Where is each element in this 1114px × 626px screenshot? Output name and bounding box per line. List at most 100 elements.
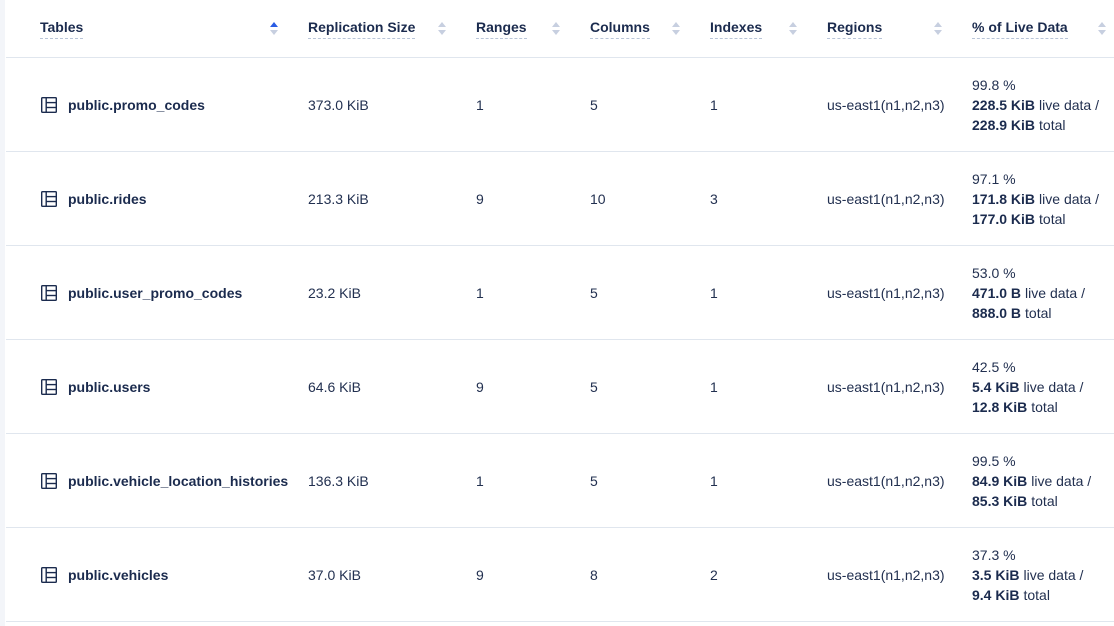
table-row[interactable]: public.users 64.6 KiB 9 5 1 us-east1(n1,… xyxy=(6,339,1114,434)
column-header-label: Replication Size xyxy=(308,19,416,39)
sort-icons xyxy=(438,22,446,35)
regions-cell: us-east1(n1,n2,n3) xyxy=(827,527,972,622)
sort-desc-icon xyxy=(1098,30,1106,35)
sort-asc-icon xyxy=(552,22,560,27)
indexes-cell: 1 xyxy=(710,339,827,434)
sort-icons xyxy=(934,22,942,35)
sort-icons xyxy=(1098,22,1106,35)
ranges-cell: 1 xyxy=(476,433,590,528)
live-data-percent: 99.8 % xyxy=(972,76,1016,93)
column-header-label: % of Live Data xyxy=(972,19,1068,39)
columns-cell: 5 xyxy=(590,433,710,528)
columns-cell: 5 xyxy=(590,245,710,340)
sort-desc-icon xyxy=(552,30,560,35)
sort-desc-icon xyxy=(438,30,446,35)
ranges-cell: 9 xyxy=(476,339,590,434)
ranges-cell: 1 xyxy=(476,245,590,340)
total-data-size: 177.0 KiB xyxy=(972,210,1036,227)
replication-size-cell: 136.3 KiB xyxy=(308,433,476,528)
live-data-size: 171.8 KiB xyxy=(972,190,1036,207)
regions-cell: us-east1(n1,n2,n3) xyxy=(827,151,972,246)
table-row[interactable]: public.vehicle_location_histories 136.3 … xyxy=(6,433,1114,528)
columns-cell: 5 xyxy=(590,339,710,434)
table-row[interactable]: public.promo_codes 373.0 KiB 1 5 1 us-ea… xyxy=(6,58,1114,152)
live-data-size: 3.5 KiB xyxy=(972,566,1020,583)
table-header-row: Tables Replication Size xyxy=(6,0,1114,58)
column-header-regions[interactable]: Regions xyxy=(827,0,972,58)
sort-asc-icon xyxy=(672,22,680,27)
indexes-cell: 3 xyxy=(710,151,827,246)
columns-cell: 10 xyxy=(590,151,710,246)
column-header-live-data[interactable]: % of Live Data xyxy=(972,0,1114,58)
ranges-cell: 9 xyxy=(476,527,590,622)
sort-desc-icon xyxy=(789,30,797,35)
indexes-cell: 1 xyxy=(710,245,827,340)
table-name-link[interactable]: public.promo_codes xyxy=(68,96,205,113)
sort-asc-icon xyxy=(934,22,942,27)
table-icon xyxy=(39,95,59,115)
ranges-cell: 9 xyxy=(476,151,590,246)
table-name-link[interactable]: public.vehicles xyxy=(68,566,169,583)
sort-asc-icon xyxy=(438,22,446,27)
column-header-replication-size[interactable]: Replication Size xyxy=(308,0,476,58)
table-row[interactable]: public.rides 213.3 KiB 9 10 3 us-east1(n… xyxy=(6,151,1114,246)
replication-size-cell: 213.3 KiB xyxy=(308,151,476,246)
live-data-size: 471.0 B xyxy=(972,284,1022,301)
live-data-cell: 97.1 % 171.8 KiB live data / 177.0 KiB tot… xyxy=(972,151,1114,246)
table-icon xyxy=(39,377,59,397)
table-icon xyxy=(39,283,59,303)
regions-cell: us-east1(n1,n2,n3) xyxy=(827,433,972,528)
live-data-percent: 97.1 % xyxy=(972,170,1016,187)
sort-desc-icon xyxy=(270,30,278,35)
table-icon xyxy=(39,471,59,491)
column-header-columns[interactable]: Columns xyxy=(590,0,710,58)
sort-asc-icon xyxy=(1098,22,1106,27)
ranges-cell: 1 xyxy=(476,96,484,113)
total-data-size: 12.8 KiB xyxy=(972,398,1028,415)
total-data-size: 888.0 B xyxy=(972,304,1022,321)
column-header-tables[interactable]: Tables xyxy=(6,0,308,58)
regions-cell: us-east1(n1,n2,n3) xyxy=(827,339,972,434)
columns-cell: 8 xyxy=(590,527,710,622)
sort-icons xyxy=(672,22,680,35)
table-name-link[interactable]: public.rides xyxy=(68,190,147,207)
replication-size-cell: 64.6 KiB xyxy=(308,339,476,434)
live-data-percent: 42.5 % xyxy=(972,358,1016,375)
column-header-label: Regions xyxy=(827,19,883,39)
live-data-cell: 42.5 % 5.4 KiB live data / 12.8 KiB total xyxy=(972,339,1114,434)
column-header-ranges[interactable]: Ranges xyxy=(476,0,590,58)
replication-size-cell: 23.2 KiB xyxy=(308,245,476,340)
live-data-percent: 37.3 % xyxy=(972,546,1016,563)
sort-desc-icon xyxy=(672,30,680,35)
live-data-cell: 37.3 % 3.5 KiB live data / 9.4 KiB total xyxy=(972,527,1114,622)
replication-size-cell: 37.0 KiB xyxy=(308,527,476,622)
table-name-link[interactable]: public.users xyxy=(68,378,151,395)
table-name-link[interactable]: public.user_promo_codes xyxy=(68,284,243,301)
table-row[interactable]: public.vehicles 37.0 KiB 9 8 2 us-east1(… xyxy=(6,527,1114,622)
columns-cell: 5 xyxy=(590,96,598,113)
column-header-label: Columns xyxy=(590,19,650,39)
table-name-link[interactable]: public.vehicle_location_histories xyxy=(68,472,289,489)
live-data-size: 84.9 KiB xyxy=(972,472,1028,489)
regions-cell: us-east1(n1,n2,n3) xyxy=(827,245,972,340)
sort-icons xyxy=(552,22,560,35)
total-data-size: 228.9 KiB xyxy=(972,116,1036,133)
column-header-label: Ranges xyxy=(476,19,527,39)
replication-size-cell: 373.0 KiB xyxy=(308,96,369,113)
sort-asc-icon xyxy=(270,22,278,27)
column-header-label: Indexes xyxy=(710,19,763,39)
live-data-cell: 99.5 % 84.9 KiB live data / 85.3 KiB total xyxy=(972,433,1114,528)
column-header-label: Tables xyxy=(40,19,84,39)
column-header-indexes[interactable]: Indexes xyxy=(710,0,827,58)
sort-icons xyxy=(789,22,797,35)
regions-cell: us-east1(n1,n2,n3) xyxy=(827,96,945,113)
panel-left-edge xyxy=(0,0,5,626)
database-tables-table: Tables Replication Size xyxy=(6,0,1114,622)
indexes-cell: 1 xyxy=(710,96,718,113)
table-row[interactable]: public.user_promo_codes 23.2 KiB 1 5 1 u… xyxy=(6,245,1114,340)
live-data-size: 228.5 KiB xyxy=(972,96,1036,113)
live-data-percent: 99.5 % xyxy=(972,452,1016,469)
total-data-size: 85.3 KiB xyxy=(972,492,1028,509)
live-data-size: 5.4 KiB xyxy=(972,378,1020,395)
